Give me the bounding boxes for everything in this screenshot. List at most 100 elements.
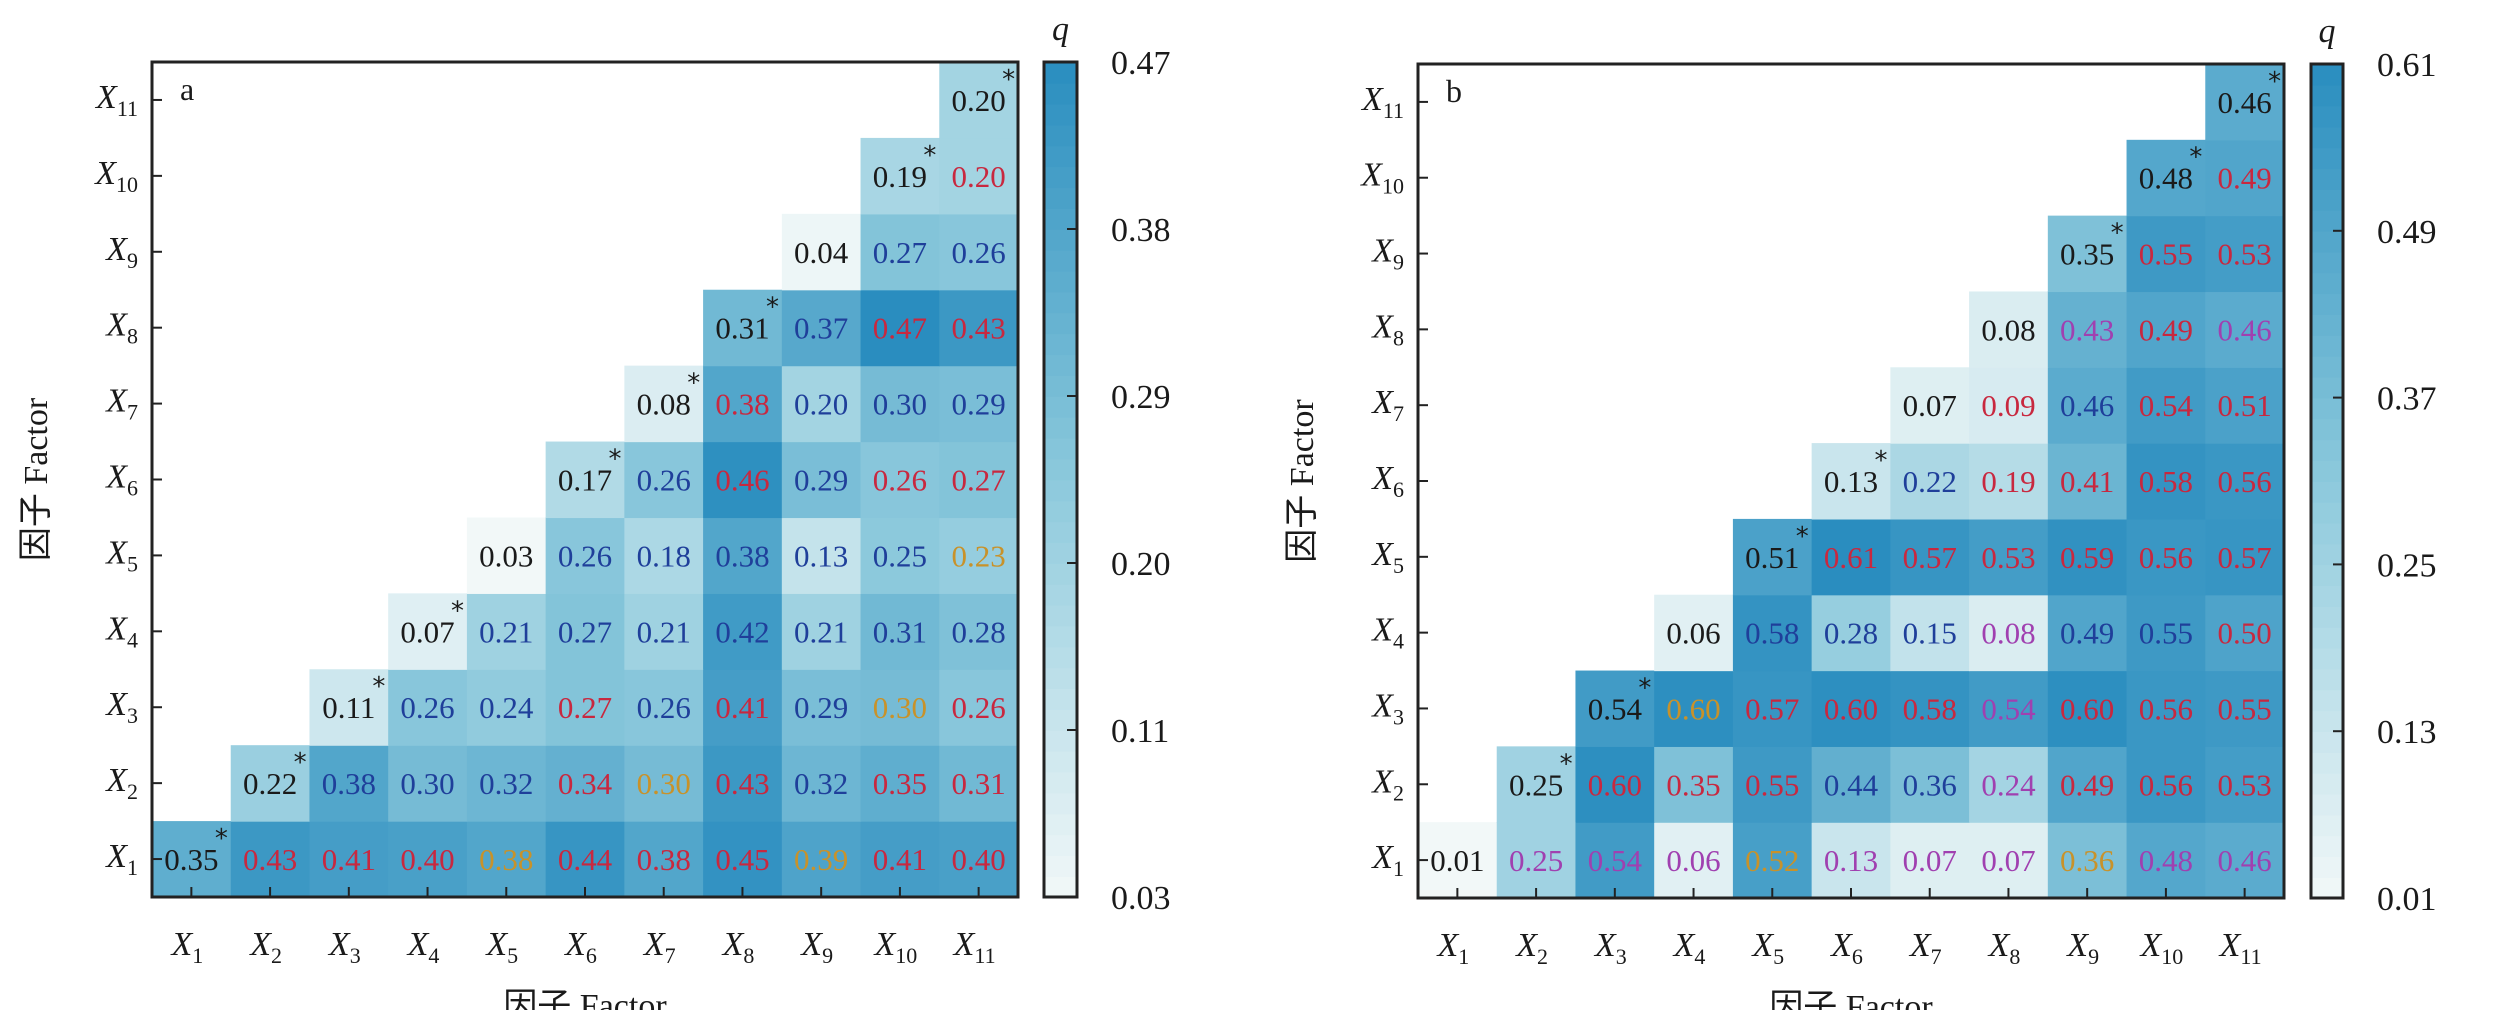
x-tick-label: X2 (1514, 927, 1548, 969)
heatmap-cell (309, 821, 389, 898)
cell-value-label: 0.28 (1824, 616, 1878, 651)
cell-value-label: 0.32 (794, 766, 848, 801)
colorbar-segment (1044, 604, 1077, 627)
significance-star: * (766, 293, 779, 323)
colorbar-segment (1044, 437, 1077, 460)
heatmap-cell (1969, 367, 2049, 444)
cell-value-label: 0.44 (1824, 767, 1879, 802)
heatmap-cell (1890, 443, 1970, 520)
cell-value-label: 0.26 (952, 690, 1006, 725)
cell-value-label: 0.13 (1824, 843, 1878, 878)
cell-value-label: 0.01 (1430, 843, 1484, 878)
colorbar-tick-label: 0.03 (1111, 880, 1171, 917)
heatmap-cell (1811, 594, 1891, 672)
heatmap-cell (939, 821, 1019, 898)
heatmap-cell (860, 289, 940, 367)
cell-value-label: 0.43 (715, 766, 769, 801)
heatmap-cell (230, 821, 311, 898)
colorbar-tick-label: 0.61 (2377, 47, 2437, 84)
colorbar-segment (1044, 792, 1077, 815)
heatmap-cell (624, 745, 704, 822)
heatmap-cell (1890, 670, 1970, 747)
colorbar-title: q (1052, 11, 1069, 48)
heatmap-cell (2205, 518, 2285, 596)
heatmap-cell (1811, 746, 1891, 823)
axes: X1 X2 X3 X4 X5 X6 X7 X8 X9 X10 X11 X1 X2 X3 X4 X5 X6 X7 X8… (1359, 81, 2261, 969)
cell-value-label: 0.31 (715, 311, 769, 346)
cell-value-label: 0.53 (1981, 540, 2035, 575)
heatmap-cell (2205, 64, 2285, 141)
cell-value-label: 0.40 (400, 842, 454, 877)
colorbar-segment (2311, 126, 2343, 149)
colorbar-segment (1044, 563, 1077, 585)
cell-labels: 0.35*0.43 0.41 0.40 0.38 0.44 0.38 0.45 0.39 0.4… (164, 65, 1015, 877)
colorbar-tick-label: 0.38 (1111, 212, 1171, 249)
colorbar-segment (2311, 731, 2343, 753)
heatmap-cell (703, 517, 783, 594)
colorbar-segment (2311, 626, 2343, 649)
cell-value-label: 0.30 (637, 766, 691, 801)
colorbar-segment (2311, 668, 2343, 691)
colorbar-segment (2311, 793, 2343, 816)
colorbar-segment (1044, 542, 1077, 564)
colorbar-segment (1044, 688, 1077, 710)
cell-value-label: 0.08 (1981, 312, 2035, 347)
cell-value-label: 0.42 (715, 614, 769, 649)
heatmap-cell (230, 745, 311, 822)
cell-value-label: 0.46 (2218, 312, 2272, 347)
heatmap-cell (781, 365, 862, 443)
cell-value-label: 0.57 (1903, 540, 1957, 575)
y-tick-label: X5 (1370, 536, 1404, 578)
heatmap-cell (781, 517, 862, 594)
heatmap-cell (2126, 670, 2206, 747)
heatmap-cell (1890, 367, 1970, 444)
significance-star: * (1796, 522, 1809, 552)
cell-value-label: 0.56 (2139, 691, 2193, 726)
cell-value-label: 0.35 (873, 766, 927, 801)
colorbar-segment (2311, 272, 2343, 295)
heatmap-cell (466, 593, 547, 670)
heatmap-cell (860, 821, 940, 898)
heatmap-cell (781, 289, 862, 367)
colorbar-segment (1044, 145, 1077, 168)
cell-value-label: 0.29 (794, 463, 848, 498)
colorbar-title: q (2319, 13, 2336, 50)
colorbar-segment (1044, 166, 1077, 189)
x-tick-label: X9 (2065, 927, 2099, 969)
colorbar-tick-label: 0.29 (1111, 379, 1171, 416)
colorbar-segment (1044, 62, 1077, 84)
heatmap-cell (2205, 443, 2285, 520)
colorbar-tick-label: 0.49 (2377, 214, 2437, 251)
heatmap-cell (1732, 594, 1813, 672)
colorbar-segment (1044, 500, 1077, 523)
colorbar-segment (1044, 625, 1077, 648)
cell-value-label: 0.30 (873, 387, 927, 422)
y-tick-label: X8 (1370, 308, 1404, 350)
x-tick-label: X7 (1908, 927, 1942, 969)
significance-star: * (215, 824, 228, 854)
colorbar-tick-label: 0.20 (1111, 546, 1171, 583)
colorbar-segment (2311, 814, 2343, 837)
cell-value-label: 0.26 (637, 463, 691, 498)
colorbar-tick-label: 0.47 (1111, 45, 1171, 82)
y-tick-label: X1 (104, 838, 138, 880)
cell-value-label: 0.49 (2060, 616, 2114, 651)
cell-value-label: 0.60 (1824, 691, 1878, 726)
significance-star: * (2111, 219, 2124, 249)
cell-value-label: 0.30 (873, 690, 927, 725)
cell-value-label: 0.56 (2139, 767, 2193, 802)
heatmap-cell (1890, 518, 1970, 596)
cell-value-label: 0.38 (322, 766, 376, 801)
cell-value-label: 0.26 (873, 463, 927, 498)
cell-value-label: 0.58 (1745, 616, 1799, 651)
heatmap-cell (1969, 822, 2049, 899)
y-tick-label: X2 (104, 762, 138, 804)
significance-star: * (923, 141, 936, 171)
heatmap-cell (2205, 215, 2285, 293)
cell-value-label: 0.57 (2218, 540, 2272, 575)
colorbar-segment (2311, 835, 2343, 858)
significance-star: * (372, 672, 385, 702)
cell-value-label: 0.55 (2139, 237, 2193, 272)
cell-value-label: 0.08 (1981, 616, 2035, 651)
